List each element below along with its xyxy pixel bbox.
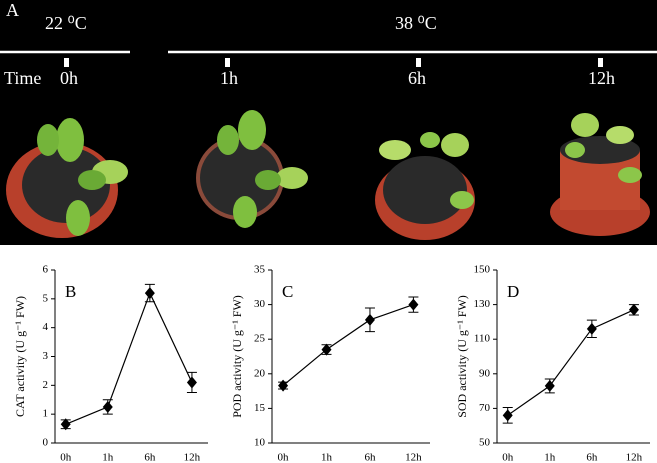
temperature: 22 ⁰C [45,13,87,33]
data-marker [186,376,197,389]
y-tick-label: 2 [43,379,49,391]
y-tick-label: 0 [43,437,49,449]
y-tick-label: 70 [479,402,491,414]
plant-0h [6,118,128,238]
y-tick-label: 150 [474,264,491,276]
y-tick-label: 10 [254,437,266,449]
x-tick-label: 12h [626,452,643,463]
time-point: 1h [220,68,238,88]
data-marker [102,400,113,413]
x-tick-label: 1h [544,452,556,463]
time-tick [416,58,421,67]
x-tick-label: 12h [184,452,201,463]
data-marker [544,379,555,392]
plant-12h [550,113,650,236]
time-label: Time [4,68,41,88]
y-tick-label: 50 [479,437,491,449]
panel-label: C [282,282,293,301]
data-line [507,309,635,416]
plant-6h [375,132,475,240]
panel-label: B [65,282,76,301]
y-tick-label: 1 [43,408,49,420]
time-point: 0h [60,68,78,88]
y-tick-label: 3 [43,350,49,362]
y-axis-label: SOD activity (U g⁻¹ FW) [455,295,469,418]
time-tick [598,58,603,67]
data-marker [60,418,71,431]
time-point: 12h [588,68,615,88]
y-tick-label: 4 [43,321,49,333]
x-tick-label: 0h [278,452,290,463]
panel-label: A [6,0,19,20]
y-tick-label: 35 [254,264,266,276]
data-marker [144,287,155,300]
y-axis-label: CAT activity (U g⁻¹ FW) [13,296,27,417]
data-marker [502,409,513,422]
time-point: 6h [408,68,426,88]
data-marker [408,298,419,311]
panel-label: D [507,282,519,301]
y-tick-label: 5 [43,292,49,304]
x-tick-label: 6h [144,452,156,463]
data-marker [628,303,639,316]
y-tick-label: 20 [254,367,266,379]
y-tick-label: 15 [254,402,266,414]
x-tick-label: 6h [364,452,376,463]
y-axis-label: POD activity (U g⁻¹ FW) [230,295,244,418]
y-tick-label: 90 [479,367,491,379]
time-tick [225,58,230,67]
y-tick-label: 30 [254,298,266,310]
x-tick-label: 0h [502,452,514,463]
data-line [65,291,193,425]
photo-panel: A 22 ⁰C 38 ⁰C Time 0h 1h 6h 12h [0,0,657,245]
temperature: 38 ⁰C [395,13,437,33]
x-tick-label: 1h [321,452,333,463]
y-tick-label: 130 [474,298,491,310]
y-tick-label: 6 [43,264,49,276]
y-tick-label: 110 [474,333,491,345]
x-tick-label: 1h [102,452,114,463]
x-tick-label: 6h [586,452,598,463]
plant-1h [196,110,308,228]
x-tick-label: 12h [405,452,422,463]
data-marker [586,322,597,335]
x-tick-label: 0h [60,452,72,463]
y-tick-label: 25 [254,333,266,345]
data-marker [321,343,332,356]
data-marker [364,313,375,326]
time-tick [64,58,69,67]
data-marker [278,379,289,392]
data-line [282,304,414,387]
